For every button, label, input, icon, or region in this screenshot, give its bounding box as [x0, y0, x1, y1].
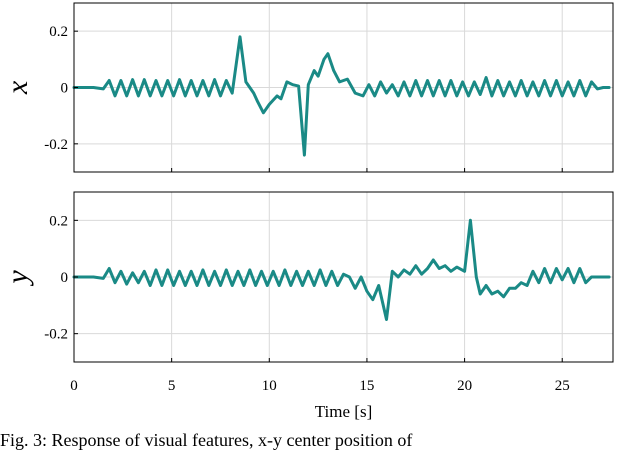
chart-panel-x: -0.2 0 0.2 x	[1, 2, 614, 173]
y-tick-label: -0.2	[44, 327, 68, 343]
figure-caption: Fig. 3: Response of visual features, x-y…	[0, 430, 413, 450]
x-tick-label: 0	[70, 378, 78, 394]
x-axis-label: Time [s]	[315, 402, 372, 421]
y-tick-label: 0.2	[49, 213, 68, 229]
series-line	[72, 35, 611, 157]
y-axis-label: x	[1, 80, 34, 95]
y-tick-label: 0	[61, 270, 69, 286]
x-tick-label: 10	[262, 378, 277, 394]
figure: -0.2 0 0.2 x -0.2 0 0.2 0 5 10 15 20 25 y Time [s]	[1, 2, 614, 421]
series-line	[72, 218, 611, 321]
x-tick-label: 20	[457, 378, 472, 394]
y-axis-label: y	[1, 270, 34, 287]
y-tick-label: 0	[61, 81, 69, 97]
x-tick-label: 5	[168, 378, 176, 394]
y-tick-label: -0.2	[44, 137, 68, 153]
x-tick-label: 15	[359, 378, 374, 394]
x-tick-label: 25	[555, 378, 570, 394]
y-tick-label: 0.2	[49, 24, 68, 40]
chart-panel-y: -0.2 0 0.2 0 5 10 15 20 25 y Time [s]	[1, 191, 614, 421]
